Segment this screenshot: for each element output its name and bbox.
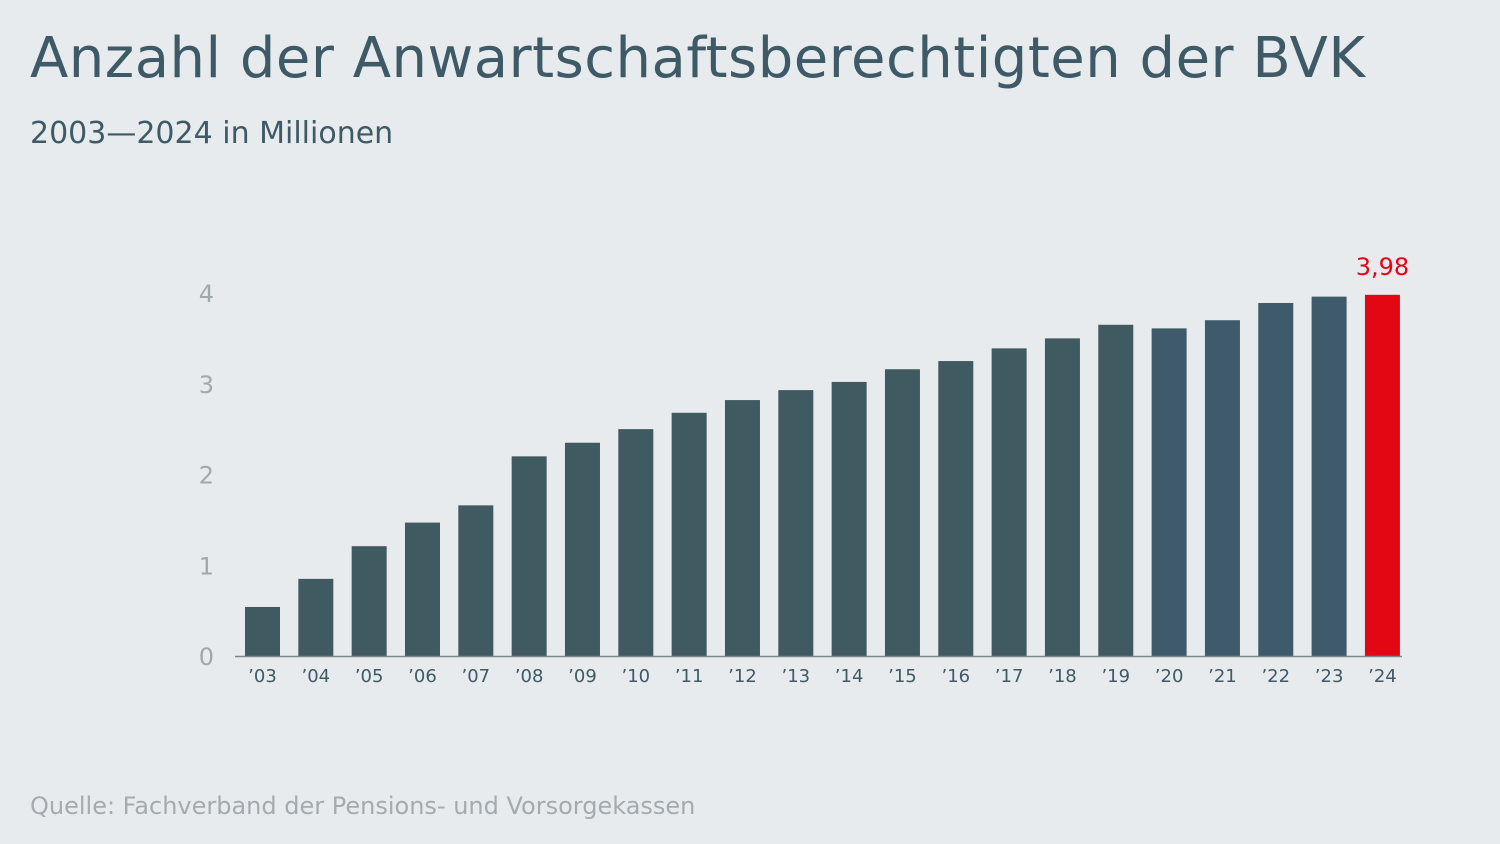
x-tick-label: ’06	[408, 666, 437, 687]
bar-06	[404, 522, 440, 656]
x-tick-label: ’17	[995, 666, 1024, 687]
x-tick-label: ’24	[1368, 666, 1397, 687]
x-tick-label: ’09	[568, 666, 597, 687]
x-tick-label: ’13	[781, 666, 810, 687]
chart-subtitle: 2003—2024 in Millionen	[30, 116, 394, 151]
x-tick-label: ’07	[461, 666, 490, 687]
x-tick-label: ’21	[1208, 666, 1237, 687]
x-tick-label: ’22	[1261, 666, 1290, 687]
bar-21	[1204, 320, 1240, 656]
y-tick-label: 0	[199, 643, 214, 671]
x-tick-label: ’19	[1101, 666, 1130, 687]
bar-17	[991, 348, 1027, 656]
x-tick-label: ’16	[941, 666, 970, 687]
chart-title: Anzahl der Anwartschaftsberechtigten der…	[30, 26, 1366, 91]
bar-04	[298, 578, 334, 656]
x-tick-label: ’15	[888, 666, 917, 687]
x-tick-label: ’10	[621, 666, 650, 687]
bar-12	[724, 400, 760, 656]
x-tick-label: ’12	[728, 666, 757, 687]
x-tick-label: ’23	[1315, 666, 1344, 687]
bar-16	[938, 361, 974, 656]
bar-10	[618, 429, 654, 656]
bar-19	[1098, 324, 1134, 656]
y-tick-label: 4	[199, 280, 214, 308]
bar-23	[1311, 296, 1347, 656]
bar-07	[458, 505, 494, 656]
x-tick-label: ’05	[355, 666, 384, 687]
x-tick-label: ’08	[515, 666, 544, 687]
bar-15	[884, 369, 920, 656]
y-tick-label: 3	[199, 371, 214, 399]
bar-18	[1044, 338, 1080, 656]
x-tick-label: ’04	[302, 666, 331, 687]
data-label-highlight: 3,98	[1356, 253, 1409, 281]
source-note: Quelle: Fachverband der Pensions- und Vo…	[30, 792, 696, 820]
x-tick-label: ’20	[1155, 666, 1184, 687]
x-tick-label: ’18	[1048, 666, 1077, 687]
y-tick-label: 1	[199, 552, 214, 580]
x-tick-label: ’14	[835, 666, 864, 687]
bar-20	[1151, 328, 1187, 656]
bar-03	[245, 606, 280, 656]
y-tick-label: 2	[199, 462, 214, 490]
bar-08	[511, 456, 547, 656]
bar-13	[778, 390, 814, 656]
bar-14	[831, 381, 867, 656]
bar-09	[564, 442, 600, 656]
bar-11	[671, 412, 707, 656]
x-tick-label: ’03	[248, 666, 277, 687]
bar-24	[1364, 294, 1400, 656]
bar-22	[1258, 302, 1294, 656]
bar-05	[351, 546, 387, 656]
x-tick-label: ’11	[675, 666, 704, 687]
